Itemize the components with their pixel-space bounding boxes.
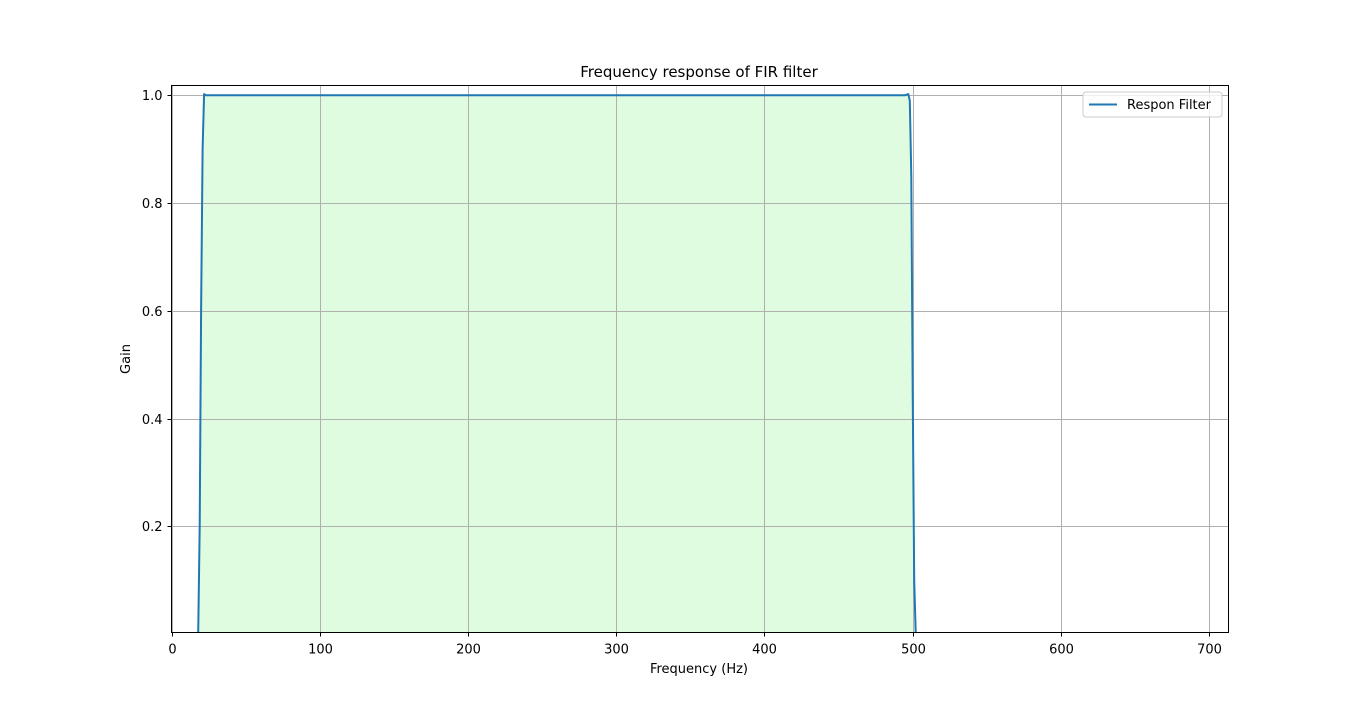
- y-tick-label: 0.8: [142, 197, 163, 212]
- y-tick-label: 0.4: [142, 413, 163, 428]
- response-line: [197, 93, 917, 633]
- y-tick-label: 0.2: [142, 520, 163, 535]
- x-tick-label: 0: [168, 643, 176, 658]
- x-tick-label: 700: [1197, 643, 1222, 658]
- y-axis-ticks: 0.2 0.4 0.6 0.8 1.0: [142, 89, 172, 535]
- plot-area: [171, 85, 1229, 633]
- x-axis-ticks: 0 100 200 300 400 500 600 700: [168, 632, 1222, 658]
- legend-box: [1082, 91, 1223, 118]
- y-axis-label: Gain: [119, 344, 134, 374]
- x-tick-label: 400: [752, 643, 777, 658]
- passband-fill-area: [198, 94, 916, 633]
- y-tick-label: 1.0: [142, 89, 163, 104]
- x-tick-label: 100: [308, 643, 333, 658]
- chart-title: Frequency response of FIR filter: [580, 63, 818, 81]
- x-tick-label: 500: [901, 643, 926, 658]
- y-tick-label: 0.6: [142, 305, 163, 320]
- legend-label: Respon Filter: [1127, 98, 1212, 113]
- x-tick-label: 300: [604, 643, 629, 658]
- plot-frame: [171, 85, 1229, 633]
- x-axis-label: Frequency (Hz): [650, 662, 748, 677]
- x-tick-label: 600: [1049, 643, 1074, 658]
- x-tick-label: 200: [456, 643, 481, 658]
- legend: Respon Filter: [1082, 91, 1223, 118]
- grid-lines: [171, 85, 1229, 633]
